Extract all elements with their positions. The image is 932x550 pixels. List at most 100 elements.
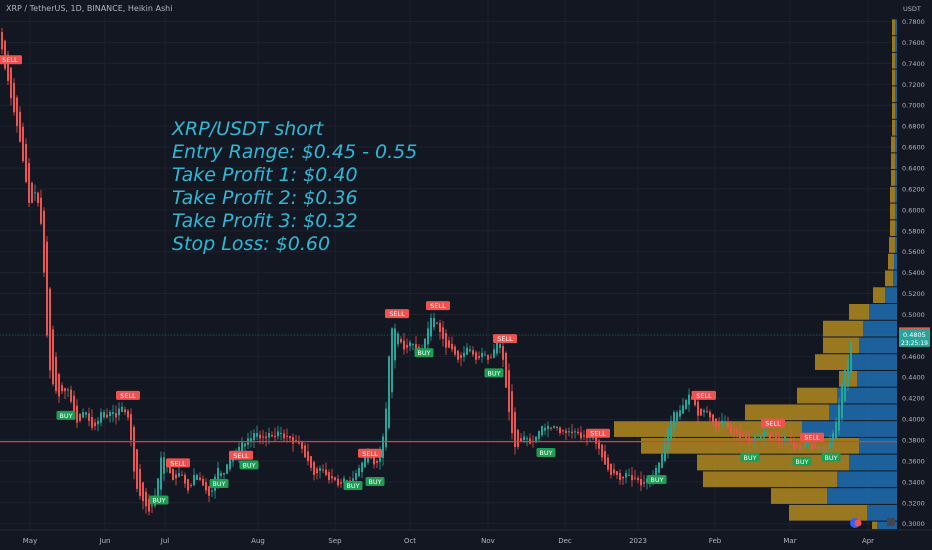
candle: [388, 356, 390, 428]
signal-box: [792, 456, 812, 466]
candle: [526, 438, 528, 440]
candle: [706, 411, 708, 413]
candle: [616, 471, 618, 475]
candle: [733, 429, 735, 432]
candle: [685, 399, 687, 410]
candle: [223, 473, 225, 475]
profile-bar-blue: [895, 19, 897, 36]
signal-label: SELL: [170, 459, 186, 467]
signal-label: BUY: [346, 482, 359, 490]
profile-bar-blue: [895, 103, 897, 119]
candle: [385, 408, 387, 448]
candle: [241, 441, 243, 451]
signal-box: [484, 368, 504, 378]
candle: [784, 436, 786, 442]
candle: [364, 457, 366, 468]
candle: [763, 431, 765, 438]
signal-sell: SELL: [116, 390, 140, 400]
annotation-line-title: XRP/USDT short: [172, 118, 324, 140]
signal-buy: BUY: [149, 495, 169, 505]
candle: [7, 54, 9, 81]
signal-buy: BUY: [647, 474, 667, 484]
candle: [496, 342, 498, 354]
candle: [670, 420, 672, 440]
candle: [664, 440, 666, 461]
signal-box: [647, 474, 667, 484]
candle: [40, 197, 42, 224]
candle: [808, 443, 810, 445]
y-tick-label: 0.3800: [902, 437, 925, 445]
candle: [520, 438, 522, 442]
y-tick-label: 0.3000: [902, 520, 925, 528]
flag-icon: [850, 518, 862, 528]
profile-bar-gold: [889, 237, 895, 253]
signal-buy: BUY: [239, 460, 259, 470]
y-tick-label: 0.3200: [902, 499, 925, 507]
candle: [502, 346, 504, 360]
candle: [220, 473, 222, 476]
signal-label: BUY: [417, 349, 430, 357]
x-tick-label: Oct: [404, 537, 416, 545]
candle: [127, 410, 129, 418]
candle: [787, 438, 789, 440]
profile-bar-blue: [802, 421, 897, 437]
candle: [814, 446, 816, 448]
candle: [319, 467, 321, 471]
candle: [778, 437, 780, 444]
candle: [511, 391, 513, 434]
candle: [688, 394, 690, 405]
candle: [793, 441, 795, 449]
time-axis: May Jun Jul Aug Sep Oct Nov Dec 2023 Feb Mar Apr: [0, 529, 932, 550]
candle: [712, 414, 714, 423]
candle: [634, 477, 636, 479]
signal-label: BUY: [539, 449, 552, 457]
candle: [508, 370, 510, 413]
profile-bar-blue: [895, 36, 897, 52]
candle: [289, 436, 291, 439]
candle: [280, 433, 282, 435]
profile-bar-blue: [895, 119, 897, 136]
signal-label: BUY: [212, 480, 225, 488]
candle: [346, 480, 348, 482]
candle: [259, 434, 261, 439]
candle: [55, 356, 57, 392]
candle: [835, 422, 837, 439]
profile-bar-gold: [823, 337, 859, 354]
price-axis: USDT 0.3000 0.3200 0.3400 0.3600 0.3800 0.4000…: [897, 0, 932, 550]
signal-box: [414, 348, 434, 358]
candle: [286, 435, 288, 437]
candle: [253, 433, 255, 440]
y-tick-label: 0.5600: [902, 248, 925, 256]
candle: [301, 442, 303, 449]
candle: [16, 97, 18, 127]
profile-bar-gold: [797, 387, 837, 404]
candle: [106, 414, 108, 418]
profile-bar-gold: [892, 19, 895, 36]
candle: [805, 441, 807, 448]
candle: [277, 431, 279, 437]
signal-label: BUY: [242, 461, 255, 469]
candle: [433, 317, 435, 328]
signal-box: [800, 432, 824, 442]
candle: [718, 423, 720, 427]
signal-box: [761, 418, 785, 428]
candle: [88, 413, 90, 421]
profile-bar-blue: [895, 153, 897, 170]
candle: [541, 426, 543, 436]
candle: [331, 476, 333, 479]
candle: [565, 430, 567, 434]
y-tick-label: 0.3600: [902, 457, 925, 465]
candle: [85, 412, 87, 415]
signal-buy: BUY: [343, 481, 363, 491]
candle: [100, 412, 102, 423]
candle: [67, 389, 69, 391]
candle: [682, 405, 684, 414]
candle: [823, 447, 825, 449]
candle: [43, 210, 45, 273]
profile-bar-gold: [771, 488, 827, 504]
y-tick-label: 0.6600: [902, 144, 925, 152]
signal-buy: BUY: [414, 348, 434, 358]
candle: [676, 412, 678, 422]
profile-bar-blue: [895, 170, 897, 186]
